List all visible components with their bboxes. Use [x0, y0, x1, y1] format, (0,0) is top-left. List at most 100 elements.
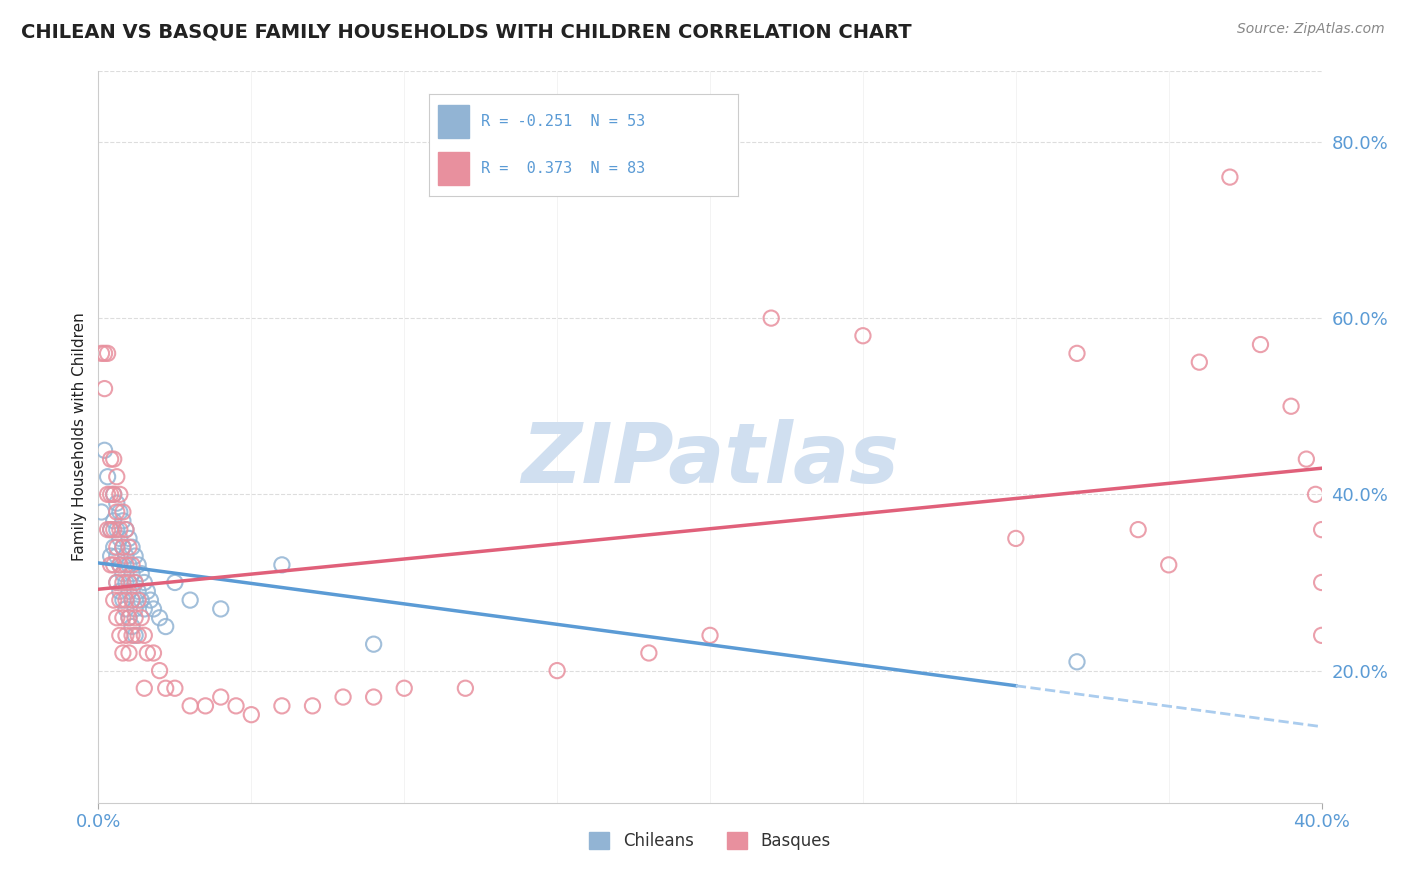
Point — [163, 681, 186, 696]
Point — [1219, 170, 1241, 185]
Point — [699, 628, 721, 642]
Point — [103, 487, 125, 501]
Point — [103, 593, 125, 607]
Point — [155, 681, 177, 696]
Point — [111, 593, 134, 607]
Point — [108, 558, 131, 572]
Point — [105, 469, 128, 483]
Point — [121, 619, 143, 633]
Point — [1310, 523, 1333, 537]
Point — [121, 566, 143, 581]
Point — [111, 646, 134, 660]
Point — [90, 505, 112, 519]
Point — [103, 523, 125, 537]
Point — [121, 628, 143, 642]
Point — [108, 523, 131, 537]
Point — [100, 452, 122, 467]
Point — [149, 664, 172, 678]
Point — [97, 469, 120, 483]
Point — [127, 628, 149, 642]
Point — [134, 602, 156, 616]
Point — [129, 593, 152, 607]
Point — [108, 593, 131, 607]
Point — [363, 637, 385, 651]
Point — [1188, 355, 1211, 369]
Point — [270, 698, 292, 713]
Point — [111, 540, 134, 554]
Point — [108, 558, 131, 572]
Text: R =  0.373  N = 83: R = 0.373 N = 83 — [481, 161, 645, 176]
Point — [134, 575, 156, 590]
Point — [108, 505, 131, 519]
Point — [100, 523, 122, 537]
Point — [179, 593, 201, 607]
Point — [127, 584, 149, 599]
Point — [103, 452, 125, 467]
Point — [118, 611, 141, 625]
Point — [124, 575, 146, 590]
Point — [270, 558, 292, 572]
Point — [194, 698, 217, 713]
Point — [124, 628, 146, 642]
Point — [100, 487, 122, 501]
Point — [115, 549, 138, 563]
Point — [124, 611, 146, 625]
Point — [149, 611, 172, 625]
Point — [1249, 337, 1271, 351]
Point — [108, 487, 131, 501]
Point — [108, 532, 131, 546]
Point — [124, 575, 146, 590]
Bar — [439, 105, 470, 137]
Text: CHILEAN VS BASQUE FAMILY HOUSEHOLDS WITH CHILDREN CORRELATION CHART: CHILEAN VS BASQUE FAMILY HOUSEHOLDS WITH… — [21, 22, 911, 41]
Point — [1004, 532, 1026, 546]
Point — [115, 575, 138, 590]
Point — [1295, 452, 1317, 467]
Point — [105, 611, 128, 625]
Point — [97, 346, 120, 360]
Point — [136, 646, 159, 660]
Point — [136, 584, 159, 599]
Point — [111, 611, 134, 625]
Point — [93, 346, 115, 360]
Point — [115, 523, 138, 537]
Point — [118, 646, 141, 660]
Point — [1305, 487, 1327, 501]
Point — [454, 681, 477, 696]
Point — [134, 628, 156, 642]
Point — [108, 628, 131, 642]
Point — [108, 584, 131, 599]
Point — [111, 514, 134, 528]
Point — [129, 566, 152, 581]
Point — [129, 611, 152, 625]
Point — [1310, 575, 1333, 590]
Point — [121, 558, 143, 572]
Point — [1279, 399, 1302, 413]
Point — [115, 558, 138, 572]
Legend: Chileans, Basques: Chileans, Basques — [583, 825, 837, 856]
Point — [139, 593, 162, 607]
Point — [392, 681, 416, 696]
Point — [240, 707, 263, 722]
Point — [100, 523, 122, 537]
Point — [852, 328, 875, 343]
Point — [115, 593, 138, 607]
Point — [93, 382, 115, 396]
Point — [105, 496, 128, 510]
Point — [118, 540, 141, 554]
Point — [118, 584, 141, 599]
Point — [127, 593, 149, 607]
Point — [1066, 346, 1088, 360]
Point — [105, 575, 128, 590]
Point — [90, 346, 112, 360]
Point — [118, 611, 141, 625]
Point — [103, 558, 125, 572]
Point — [759, 311, 782, 326]
Text: ZIPatlas: ZIPatlas — [522, 418, 898, 500]
Point — [124, 549, 146, 563]
Point — [115, 628, 138, 642]
Point — [103, 540, 125, 554]
Point — [209, 602, 232, 616]
Point — [332, 690, 354, 704]
Point — [121, 593, 143, 607]
Point — [103, 514, 125, 528]
